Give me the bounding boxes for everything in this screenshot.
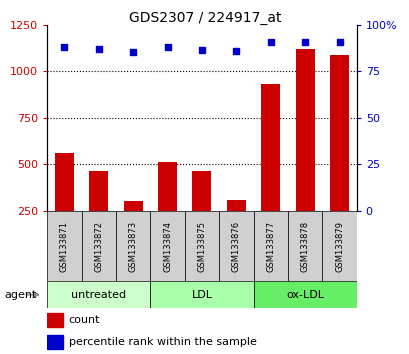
Text: GSM133877: GSM133877 (265, 221, 274, 272)
Bar (287, 211, 321, 281)
Text: GSM133878: GSM133878 (300, 221, 309, 272)
Bar (47, 335, 63, 349)
Bar (184, 211, 218, 281)
Point (301, 39, 308, 44)
Text: GSM133876: GSM133876 (231, 221, 240, 272)
Text: GSM133879: GSM133879 (334, 221, 343, 272)
Text: GSM133875: GSM133875 (197, 221, 206, 272)
Bar (116, 211, 150, 281)
Point (61, 44, 67, 50)
Bar (47, 313, 63, 327)
Bar (55, 153, 74, 211)
Text: ox-LDL: ox-LDL (285, 290, 324, 300)
Text: GDS2307 / 224917_at: GDS2307 / 224917_at (128, 11, 281, 25)
Bar (192, 171, 211, 211)
Point (95, 46, 102, 52)
Text: GSM133874: GSM133874 (163, 221, 172, 272)
Text: percentile rank within the sample: percentile rank within the sample (69, 337, 256, 347)
Bar (226, 200, 245, 211)
Point (198, 47, 204, 53)
Text: count: count (69, 315, 100, 325)
Text: untreated: untreated (71, 290, 126, 300)
Point (164, 44, 171, 50)
Bar (150, 281, 253, 308)
Point (267, 40, 273, 45)
Text: GSM133871: GSM133871 (60, 221, 69, 272)
Bar (124, 201, 142, 211)
Bar (81, 211, 116, 281)
Point (130, 49, 136, 55)
Text: agent: agent (4, 290, 36, 300)
Bar (158, 162, 177, 211)
Text: LDL: LDL (191, 290, 212, 300)
Bar (47, 211, 81, 281)
Bar (253, 211, 287, 281)
Bar (253, 281, 356, 308)
Text: GSM133873: GSM133873 (128, 221, 137, 272)
Point (232, 48, 239, 53)
Bar (321, 211, 356, 281)
Bar (47, 281, 150, 308)
Bar (89, 171, 108, 211)
Text: GSM133872: GSM133872 (94, 221, 103, 272)
Point (335, 40, 342, 45)
Bar (329, 55, 348, 211)
Bar (150, 211, 184, 281)
Bar (218, 211, 253, 281)
Bar (295, 49, 314, 211)
Bar (261, 84, 279, 211)
